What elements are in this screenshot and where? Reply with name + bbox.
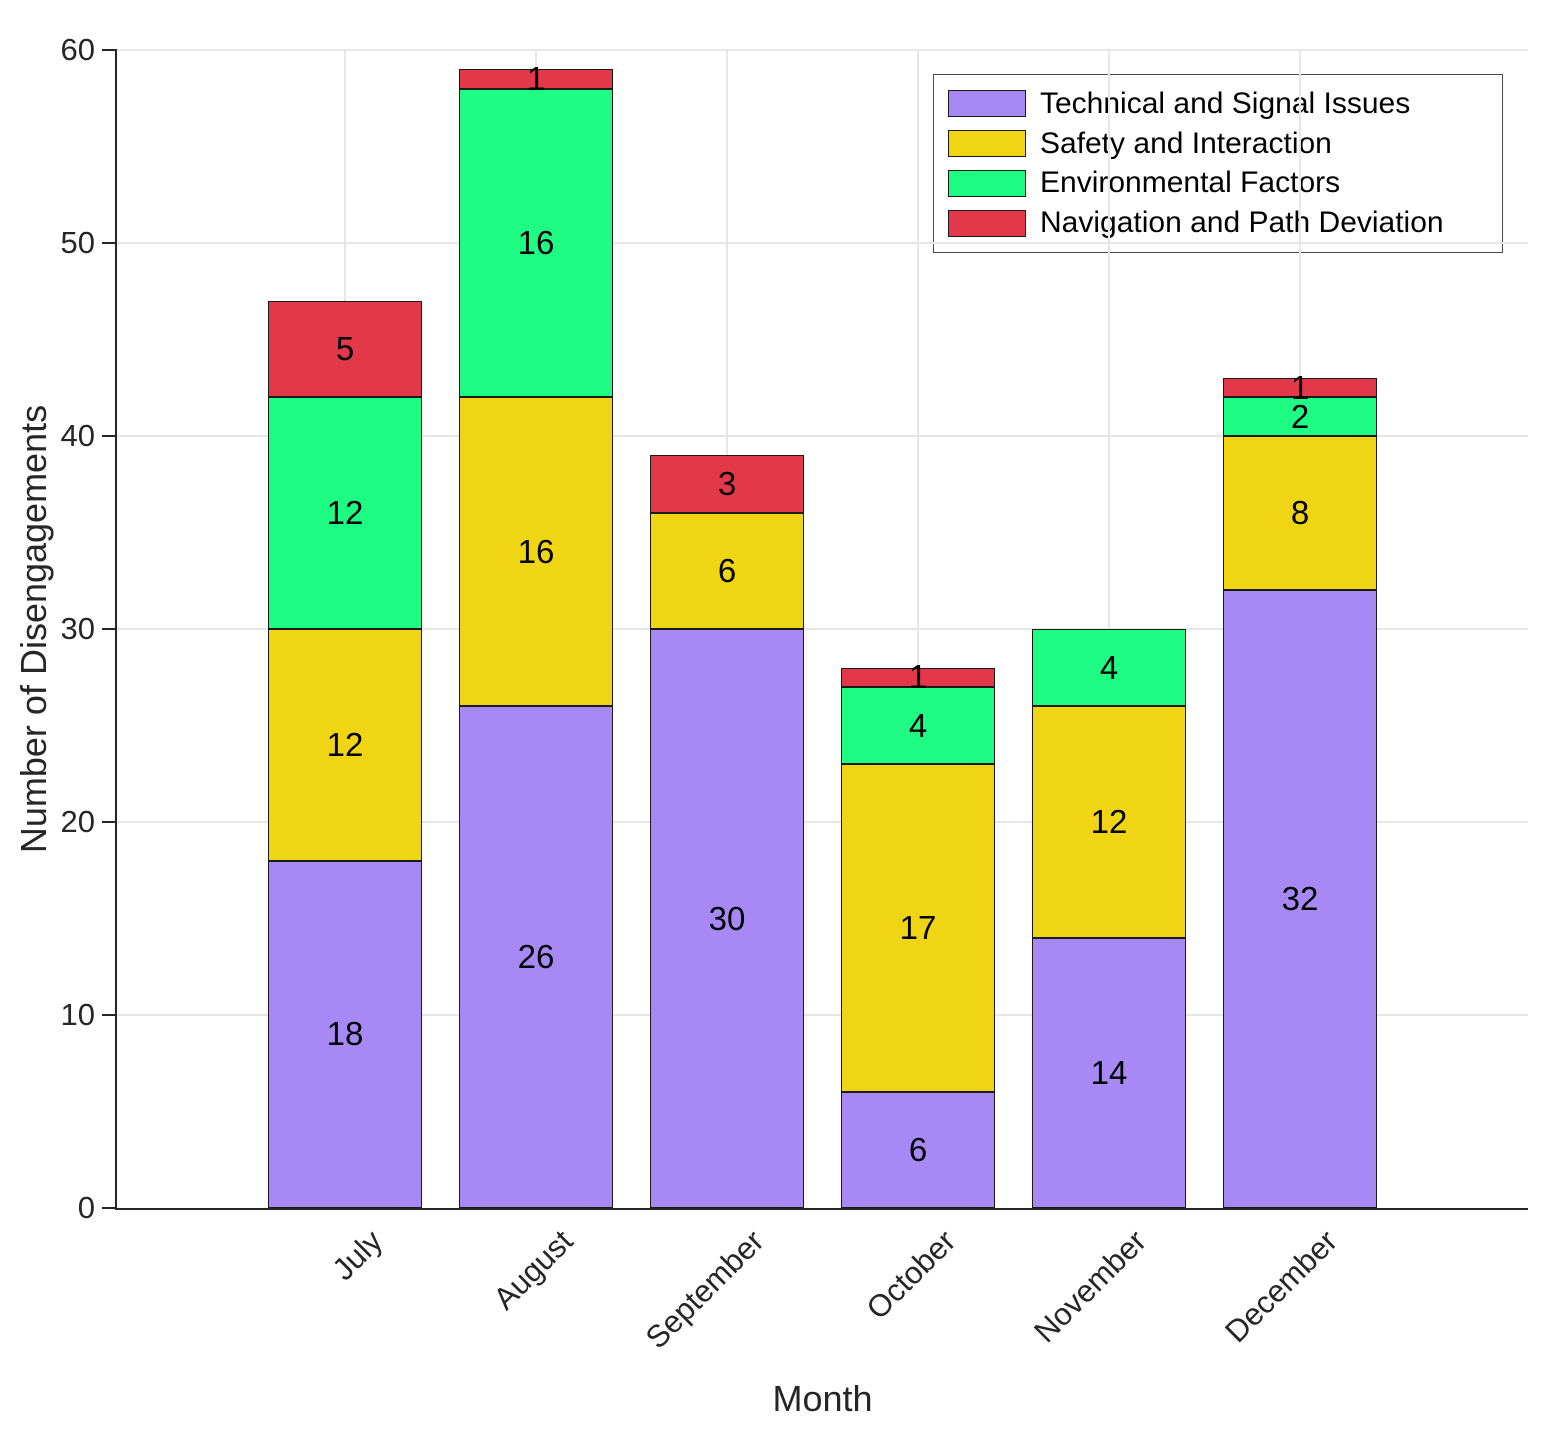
bar-value-label: 12 xyxy=(1090,803,1128,840)
legend-item: Environmental Factors xyxy=(948,166,1488,200)
x-tick-label-october: October xyxy=(859,1223,963,1327)
bar-value-label: 4 xyxy=(908,706,928,744)
bar-segment-october-environmental-factors xyxy=(841,686,995,765)
legend-swatch-icon xyxy=(948,209,1026,237)
h-gridline-10 xyxy=(117,1014,1528,1016)
bar-value-label: 5 xyxy=(335,330,355,368)
legend: Technical and Signal Issues Safety and In… xyxy=(933,74,1503,253)
h-gridline-30 xyxy=(117,628,1528,630)
bar-value-label: 26 xyxy=(517,938,555,976)
bar-value-label: 16 xyxy=(517,532,555,570)
legend-item: Safety and Interaction xyxy=(948,127,1488,161)
y-tick-20 xyxy=(102,821,117,823)
legend-label: Navigation and Path Deviation xyxy=(1040,206,1444,240)
bar-value-label: 2 xyxy=(1290,397,1310,435)
legend-swatch-icon xyxy=(948,169,1026,197)
bar-value-label: 1 xyxy=(908,658,928,696)
x-tick-label-july: July xyxy=(325,1223,390,1288)
y-tick-label-60: 60 xyxy=(60,32,95,67)
bar-segment-august-navigation-and-path-deviation xyxy=(459,69,613,89)
bar-value-label: 17 xyxy=(899,909,937,947)
bar-segment-september-technical-and-signal-issues xyxy=(650,629,804,1208)
y-tick-50 xyxy=(102,242,117,244)
bar-segment-december-environmental-factors xyxy=(1223,397,1377,436)
bar-value-label: 14 xyxy=(1090,1053,1128,1091)
bar-segment-november-technical-and-signal-issues xyxy=(1032,937,1186,1208)
left-spine xyxy=(115,50,117,1210)
legend-item: Technical and Signal Issues xyxy=(948,87,1488,121)
bar-segment-august-technical-and-signal-issues xyxy=(459,706,613,1208)
y-tick-0 xyxy=(102,1207,117,1209)
bar-segment-july-navigation-and-path-deviation xyxy=(268,300,422,398)
bar-segment-october-technical-and-signal-issues xyxy=(841,1092,995,1208)
bar-value-label: 4 xyxy=(1099,648,1119,686)
bar-segment-july-safety-and-interaction xyxy=(268,629,422,861)
bar-value-label: 6 xyxy=(908,1131,928,1169)
x-tick-label-december: December xyxy=(1218,1223,1345,1350)
bar-segment-september-navigation-and-path-deviation xyxy=(650,455,804,514)
y-tick-40 xyxy=(102,435,117,437)
bar-value-label: 18 xyxy=(326,1015,364,1053)
x-tick-label-september: September xyxy=(639,1223,772,1356)
bar-value-label: 1 xyxy=(1290,368,1310,406)
legend-label: Environmental Factors xyxy=(1040,166,1341,200)
y-tick-label-0: 0 xyxy=(77,1190,95,1225)
y-tick-60 xyxy=(102,49,117,51)
bar-segment-december-safety-and-interaction xyxy=(1223,436,1377,591)
bar-segment-october-safety-and-interaction xyxy=(841,764,995,1093)
x-tick-label-november: November xyxy=(1027,1223,1154,1350)
bar-value-label: 3 xyxy=(717,465,737,503)
h-gridline-20 xyxy=(117,821,1528,823)
y-tick-30 xyxy=(102,628,117,630)
bar-segment-august-environmental-factors xyxy=(459,88,613,398)
legend-swatch-icon xyxy=(948,90,1026,118)
bar-value-label: 6 xyxy=(717,552,737,590)
y-tick-label-30: 30 xyxy=(60,611,95,646)
y-tick-label-20: 20 xyxy=(60,804,95,839)
x-tick-label-august: August xyxy=(487,1223,581,1317)
bar-value-label: 32 xyxy=(1281,880,1319,918)
y-tick-label-50: 50 xyxy=(60,225,95,260)
bar-value-label: 1 xyxy=(526,59,546,97)
bar-segment-november-environmental-factors xyxy=(1032,629,1186,707)
legend-label: Safety and Interaction xyxy=(1040,126,1332,160)
h-gridline-60 xyxy=(117,49,1528,51)
legend-item: Navigation and Path Deviation xyxy=(948,206,1488,240)
h-gridline-40 xyxy=(117,435,1528,437)
bar-value-label: 30 xyxy=(708,899,746,937)
bar-segment-september-safety-and-interaction xyxy=(650,513,804,629)
bar-value-label: 12 xyxy=(326,494,364,532)
y-tick-label-40: 40 xyxy=(60,418,95,453)
bar-segment-october-navigation-and-path-deviation xyxy=(841,667,995,687)
y-tick-10 xyxy=(102,1014,117,1016)
legend-label: Technical and Signal Issues xyxy=(1040,86,1411,120)
bar-segment-july-environmental-factors xyxy=(268,397,422,629)
bar-value-label: 12 xyxy=(326,725,364,763)
bar-segment-december-navigation-and-path-deviation xyxy=(1223,378,1377,398)
legend-swatch-icon xyxy=(948,130,1026,158)
bar-value-label: 16 xyxy=(517,224,555,261)
x-axis-label: Month xyxy=(772,1378,873,1419)
bottom-spine xyxy=(115,1208,1528,1210)
y-tick-label-10: 10 xyxy=(60,997,95,1032)
bar-segment-july-technical-and-signal-issues xyxy=(268,860,422,1208)
bar-value-label: 8 xyxy=(1290,494,1310,532)
v-gridline-october xyxy=(917,50,919,1208)
h-gridline-50 xyxy=(117,242,1528,244)
bar-segment-november-safety-and-interaction xyxy=(1032,706,1186,938)
bar-segment-december-technical-and-signal-issues xyxy=(1223,590,1377,1208)
bar-segment-august-safety-and-interaction xyxy=(459,397,613,707)
